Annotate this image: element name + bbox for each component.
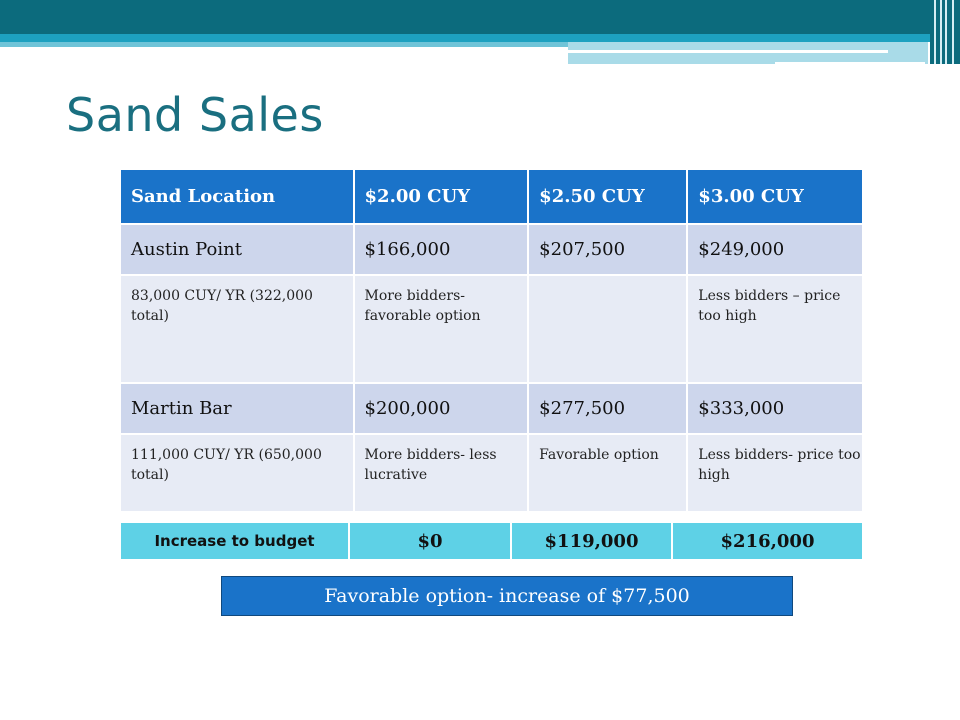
table-cell: 83,000 CUY/ YR (322,000 total)	[119, 274, 355, 384]
top-band-lighter	[568, 42, 928, 64]
top-right-stripes	[930, 0, 960, 64]
table-row-martin-bar-notes: 111,000 CUY/ YR (650,000 total) More bid…	[119, 433, 864, 513]
table-cell: $277,500	[527, 382, 689, 435]
budget-value: $119,000	[510, 521, 673, 561]
stripe	[952, 0, 954, 64]
table-cell: $166,000	[352, 223, 530, 276]
table-cell: Martin Bar	[119, 382, 355, 435]
table-cell: Austin Point	[119, 223, 355, 276]
top-band-teal	[0, 34, 960, 42]
header-sand-location: Sand Location	[119, 168, 355, 225]
top-band-light	[0, 42, 568, 47]
table-row-austin-point-notes: 83,000 CUY/ YR (322,000 total) More bidd…	[119, 274, 864, 384]
header-price-2-50: $2.50 CUY	[527, 168, 689, 225]
table-cell: $207,500	[527, 223, 689, 276]
table-cell: Less bidders – price too high	[686, 274, 864, 384]
table-cell	[527, 274, 689, 384]
top-band-highlight	[568, 50, 888, 53]
table-row-martin-bar: Martin Bar $200,000 $277,500 $333,000	[119, 382, 864, 435]
table-cell: Less bidders- price too high	[686, 433, 864, 513]
budget-row: Increase to budget $0 $119,000 $216,000	[119, 521, 864, 561]
sand-sales-table: Sand Location $2.00 CUY $2.50 CUY $3.00 …	[119, 168, 864, 513]
budget-value: $216,000	[671, 521, 864, 561]
table-row-austin-point: Austin Point $166,000 $207,500 $249,000	[119, 223, 864, 276]
budget-label: Increase to budget	[119, 521, 350, 561]
budget-increase-table: Increase to budget $0 $119,000 $216,000	[119, 521, 864, 561]
table-cell: More bidders- less lucrative	[352, 433, 530, 513]
table-cell: More bidders- favorable option	[352, 274, 530, 384]
top-band-dark	[0, 0, 960, 34]
stripe	[945, 0, 947, 64]
table-cell: $200,000	[352, 382, 530, 435]
stripe	[934, 0, 936, 64]
favorable-option-callout: Favorable option- increase of $77,500	[221, 576, 793, 616]
table-header-row: Sand Location $2.00 CUY $2.50 CUY $3.00 …	[119, 168, 864, 225]
stripe	[940, 0, 942, 64]
table-cell: $333,000	[686, 382, 864, 435]
slide-title: Sand Sales	[66, 88, 324, 142]
top-band-highlight-short	[775, 62, 925, 64]
budget-value: $0	[348, 521, 512, 561]
header-price-2-00: $2.00 CUY	[352, 168, 530, 225]
table-cell: $249,000	[686, 223, 864, 276]
table-cell: 111,000 CUY/ YR (650,000 total)	[119, 433, 355, 513]
table-cell: Favorable option	[527, 433, 689, 513]
header-price-3-00: $3.00 CUY	[686, 168, 864, 225]
